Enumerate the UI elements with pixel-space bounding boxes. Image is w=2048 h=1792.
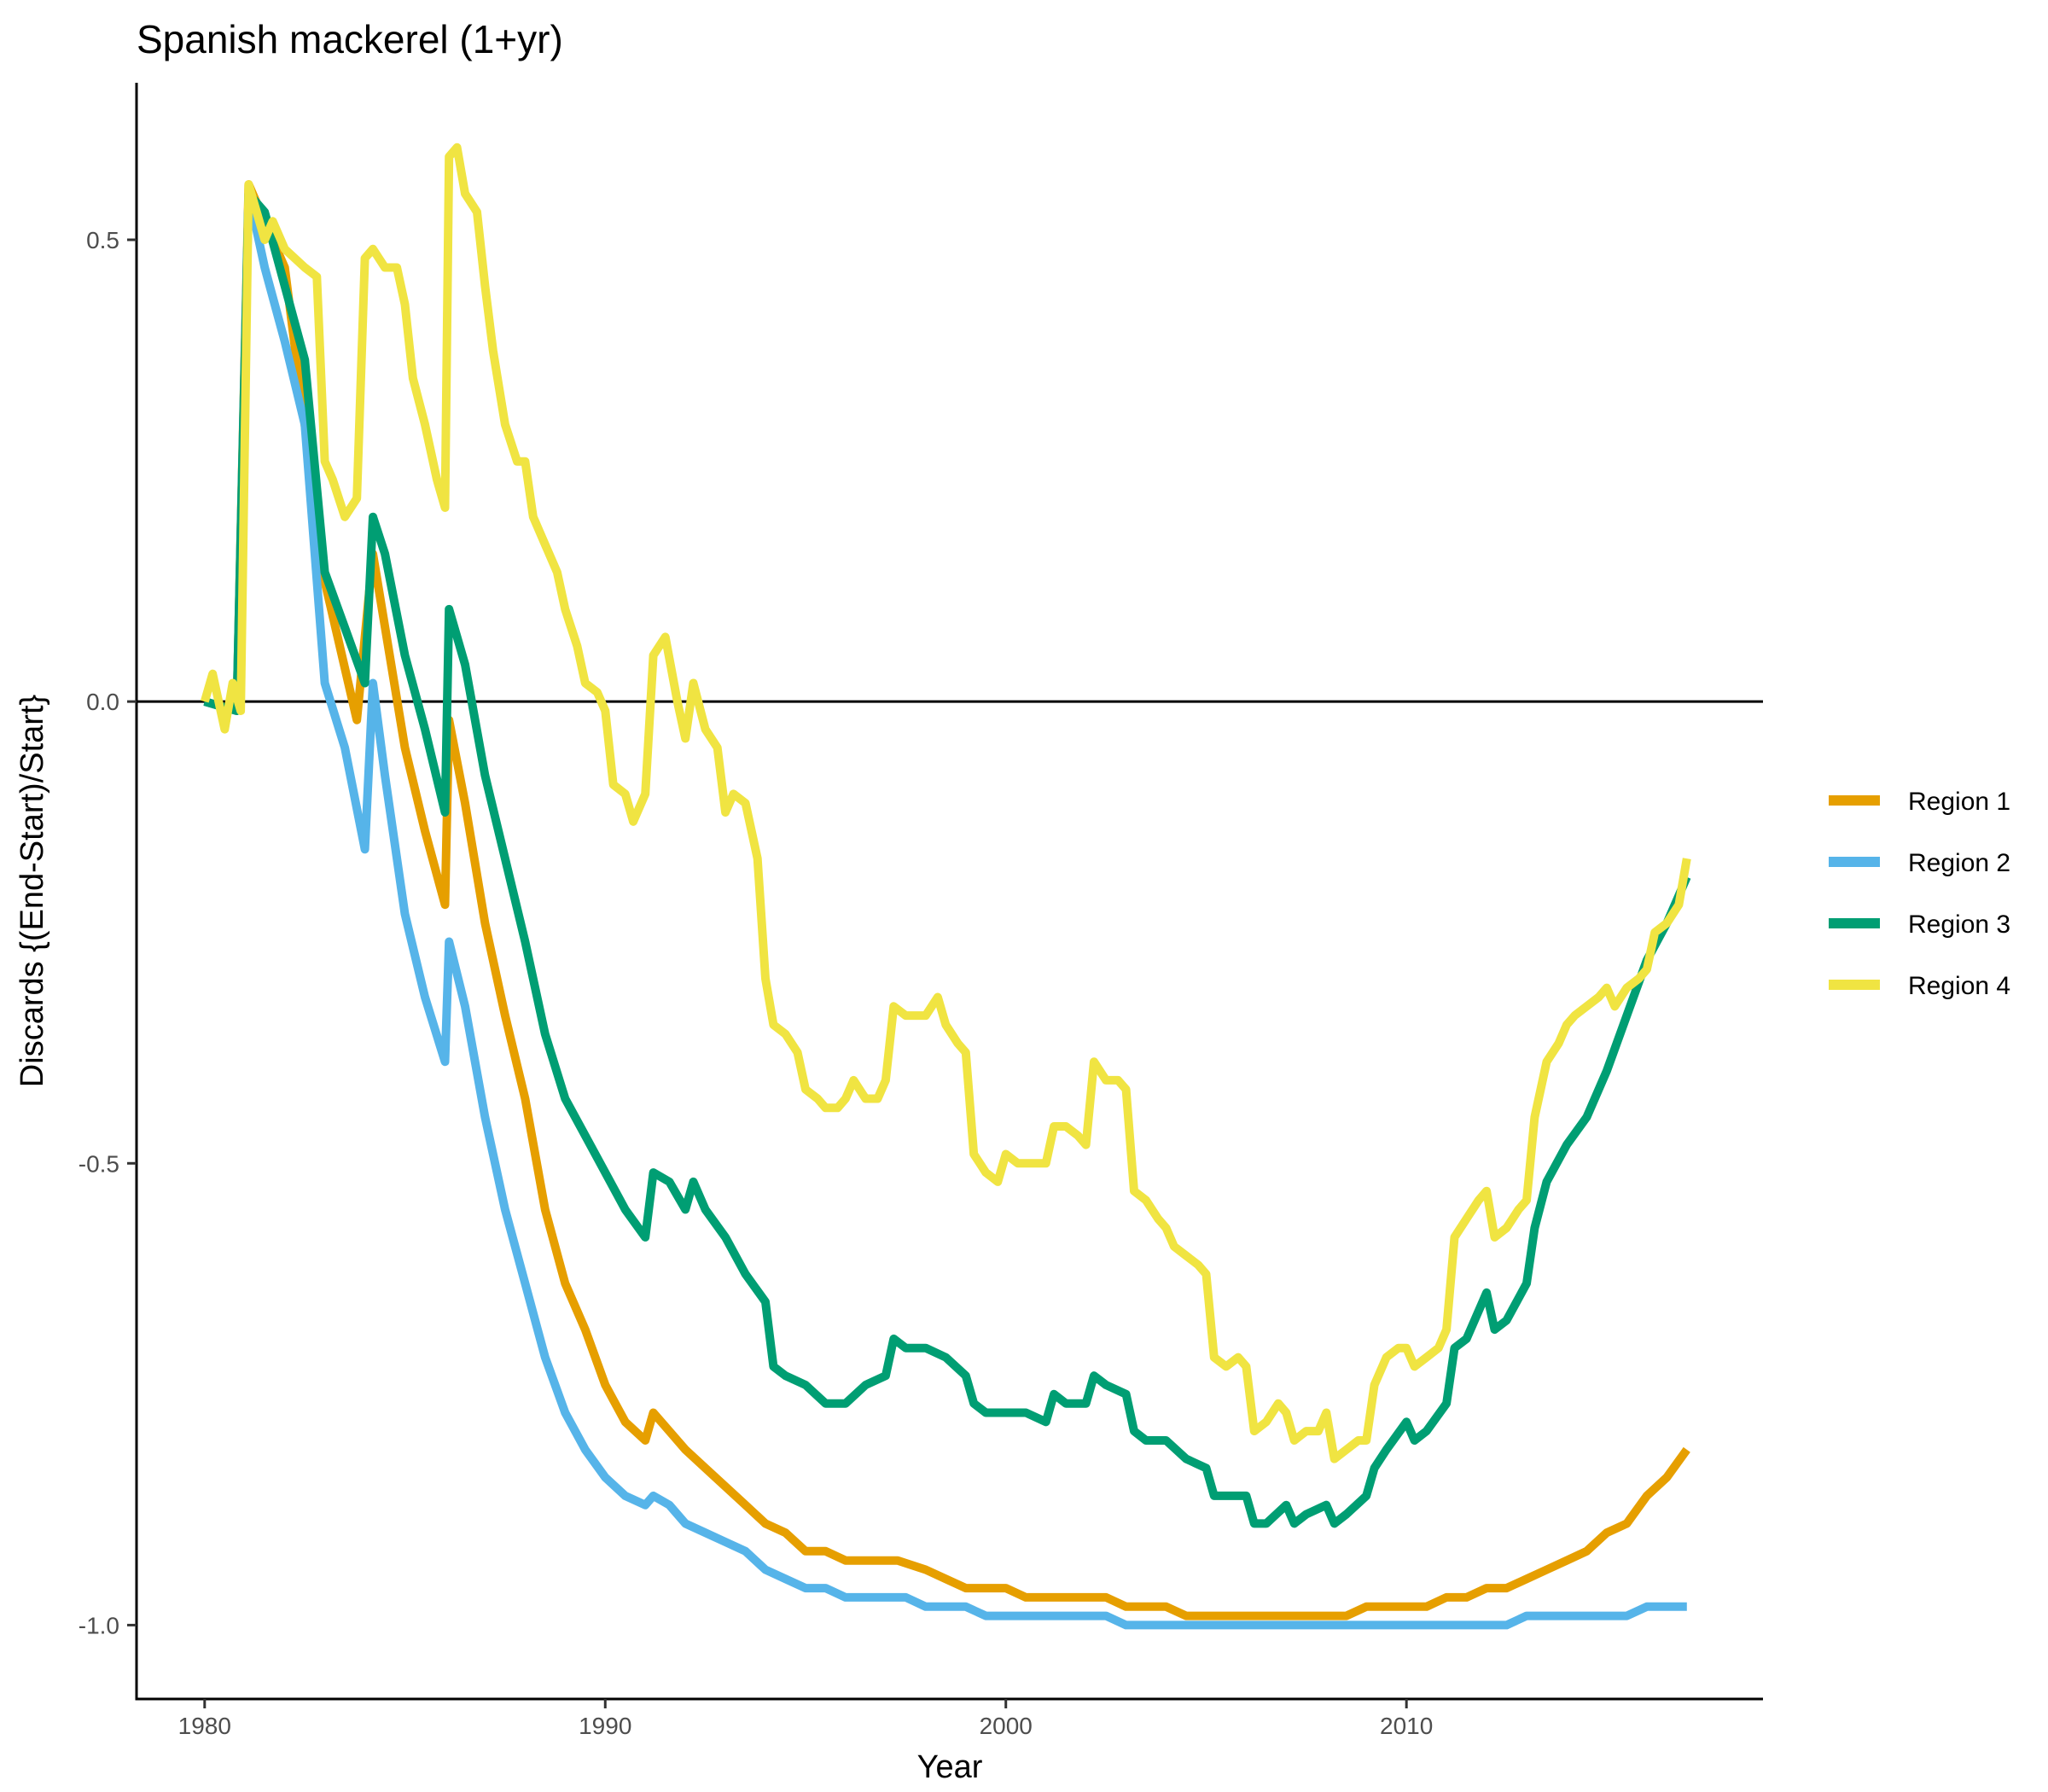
legend-label-region-2: Region 2 [1908,849,2010,877]
y-tick-label: 0.0 [86,689,119,715]
series-line-region-4 [200,143,1691,1463]
legend-label-region-1: Region 1 [1908,788,2010,816]
legend: Region 1 Region 2 Region 3 Region 4 [1829,788,2010,1000]
series-line-region-2 [203,189,1687,1630]
x-axis-ticks: 1980 1990 2000 2010 [178,1699,1433,1739]
y-axis-ticks: -1.0 -0.5 0.0 0.5 [79,227,137,1638]
series-line-region-3 [203,189,1691,1528]
series-line-region-1 [203,180,1690,1620]
series-layer [200,143,1691,1630]
x-tick-label: 1990 [579,1713,631,1739]
y-axis-label: Discards {(End-Start)/Start} [15,695,50,1087]
plot-area [135,83,1763,1701]
legend-label-region-4: Region 4 [1908,972,2010,1000]
x-tick-label: 1980 [178,1713,231,1739]
y-tick-label: -0.5 [79,1150,119,1177]
chart-title: Spanish mackerel (1+yr) [137,17,563,61]
y-tick-label: 0.5 [86,227,119,253]
y-tick-label: -1.0 [79,1612,119,1638]
x-tick-label: 2010 [1380,1713,1433,1739]
x-tick-label: 2000 [980,1713,1033,1739]
x-axis-label: Year [917,1749,983,1785]
legend-label-region-3: Region 3 [1908,911,2010,939]
